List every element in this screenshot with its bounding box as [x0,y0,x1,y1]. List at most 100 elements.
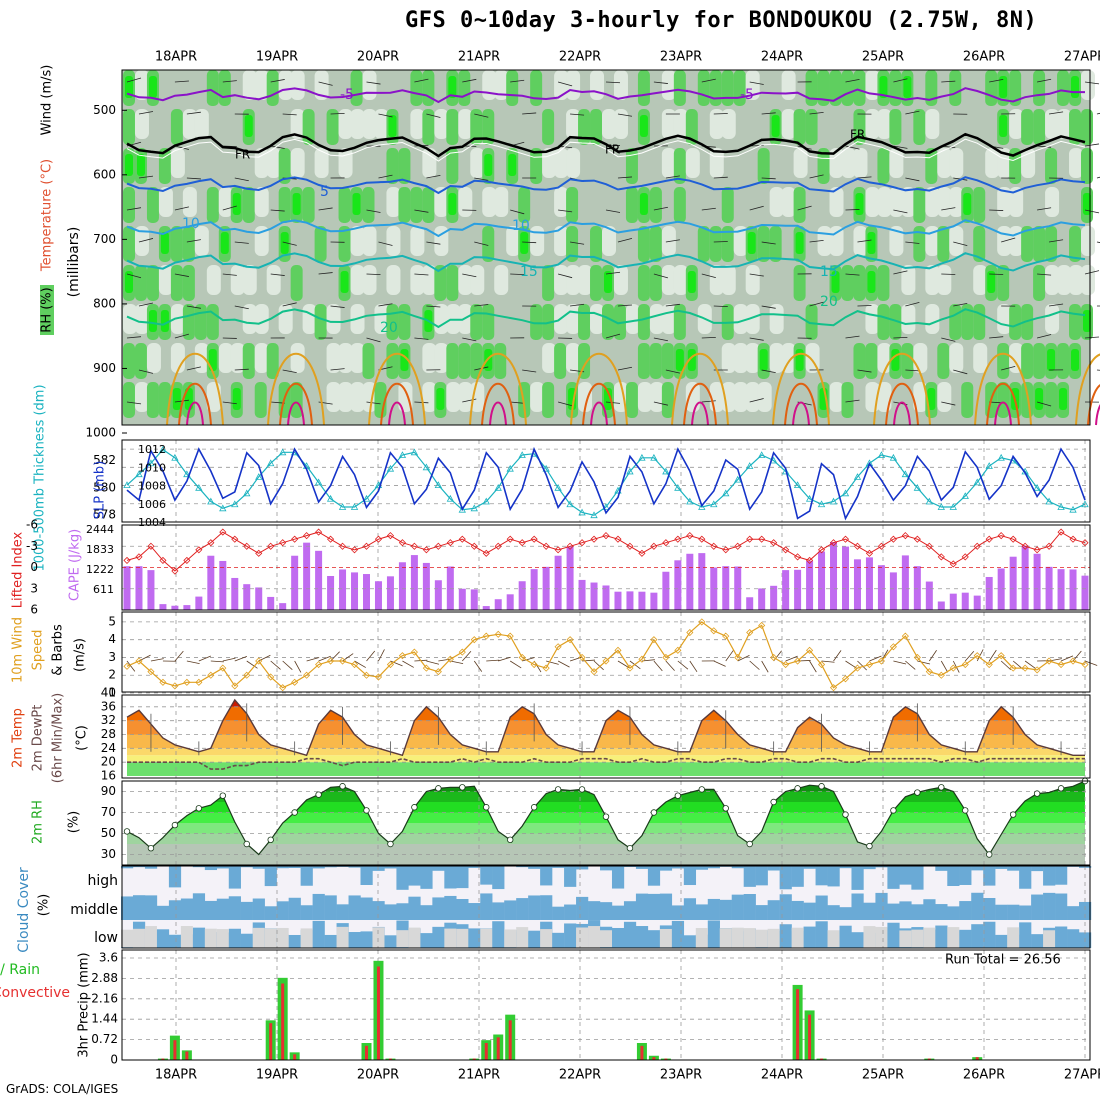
cape-bar [949,593,957,610]
rh-moist-patch [422,187,435,223]
rh-point [650,809,658,816]
rh-dry-patch [482,70,497,100]
cloud-low-bar [851,932,864,948]
rh-dry-patch [362,70,377,100]
rh-saturated-patch [687,271,696,293]
rh-moist-patch [661,382,674,418]
rh-dry-patch [194,226,209,256]
thickness-axis-label: 1000-500mb Thickness (dm) [33,384,48,571]
wind-speed-point [782,660,790,669]
cloud-low-bar [324,934,337,948]
rh-moist-patch [805,70,818,106]
rh-saturated-patch [604,271,612,293]
wind-speed-point [997,652,1005,660]
wind-speed-point [925,668,933,676]
isotherm-30 [380,382,414,426]
cape-bar [925,581,933,610]
wind-barb [905,177,920,182]
wind-barb-10m [522,657,535,662]
rh-dry-patch [949,187,964,217]
rh-moist-patch [218,70,231,106]
rh-dry-patch [350,265,365,295]
rh-band [127,802,1085,813]
wind10-barbs-label: & Barbs [51,624,66,676]
wind-barb [617,366,633,371]
cloud-high-bar [899,866,912,885]
rh-dry-patch [937,382,952,412]
wind-speed-point [662,653,670,662]
rh-dry-patch [841,148,856,178]
cloud-high-bar [683,866,697,886]
lifted-index-point [410,542,418,550]
wind-speed-point [434,668,442,676]
rh-moist-patch [889,109,902,145]
rh-dry-patch [410,226,425,256]
wind-barb-10m [653,660,663,672]
wind-speed-point [1021,664,1029,672]
rh-dry-patch [1021,148,1036,178]
wind-barb [713,113,728,115]
rh-dry-patch [182,109,197,139]
rh-moist-patch [637,265,650,301]
rh-dry-patch [925,187,940,217]
rh-moist-patch [805,109,818,145]
freezing-level [126,132,1086,158]
rh-moist-patch [266,70,279,106]
wind-barb [174,145,189,150]
wind-barb [557,81,573,87]
rh-moist-patch [1021,109,1034,145]
wind-barb [1096,369,1100,371]
rh-tick: 50 [101,826,116,840]
lifted-index-point [602,532,610,540]
cloud-middle-bar [743,894,756,920]
rh-dry-patch [913,382,928,412]
rh-dry-patch [1081,265,1095,295]
cloud-high-bar [444,866,457,889]
cloud-middle-bar [635,893,649,920]
thickness-point [853,473,862,480]
rh-saturated-patch [448,76,457,98]
cloud-middle-bar [647,893,661,920]
cloud-low-bar [564,923,577,948]
date-label-bottom: 22APR [559,1068,601,1083]
cape-tick: 611 [93,583,114,596]
wind-barb [857,239,872,243]
cloud-low-gap [695,927,708,948]
rh-dry-patch [422,382,437,412]
rh-moist-patch [697,226,710,262]
cloud-low-gap [144,926,157,948]
rh-moist-patch [709,70,722,106]
rh-dry-patch [350,343,365,373]
rh-moist-patch [925,70,938,106]
cloud-high-bar [1019,866,1032,889]
wind-speed-line [126,621,1086,689]
cloud-high-bar [707,866,720,869]
thickness-point [518,451,526,458]
lifted-index-point [794,553,802,561]
cloud-high-bar [947,866,960,886]
rh-dry-patch [853,148,868,178]
wind-barb [126,207,142,211]
cloud-high-bar [635,866,649,869]
thickness-point [279,448,287,456]
cloud-middle-bar [420,905,433,920]
wind-barb-10m [833,650,842,662]
rh-dry-patch [374,304,389,334]
thickness-point [578,508,586,516]
thickness-point [829,497,838,505]
cloud-middle-bar [767,900,780,920]
wind-barb [809,111,824,115]
cape-bar [1009,556,1017,610]
lifted-index-point [782,546,790,554]
cape-bar [434,580,442,610]
isotherm-30 [178,382,212,426]
wind-barb-10m [857,660,867,671]
rh-dry-patch [566,148,581,178]
rh-dry-patch [326,382,341,412]
cloud-middle-bar [192,893,206,920]
wind-barb-10m [593,660,604,671]
rh-dry-patch [242,304,257,334]
rh-dry-patch [613,70,628,100]
cloud-low-gap [923,927,936,948]
